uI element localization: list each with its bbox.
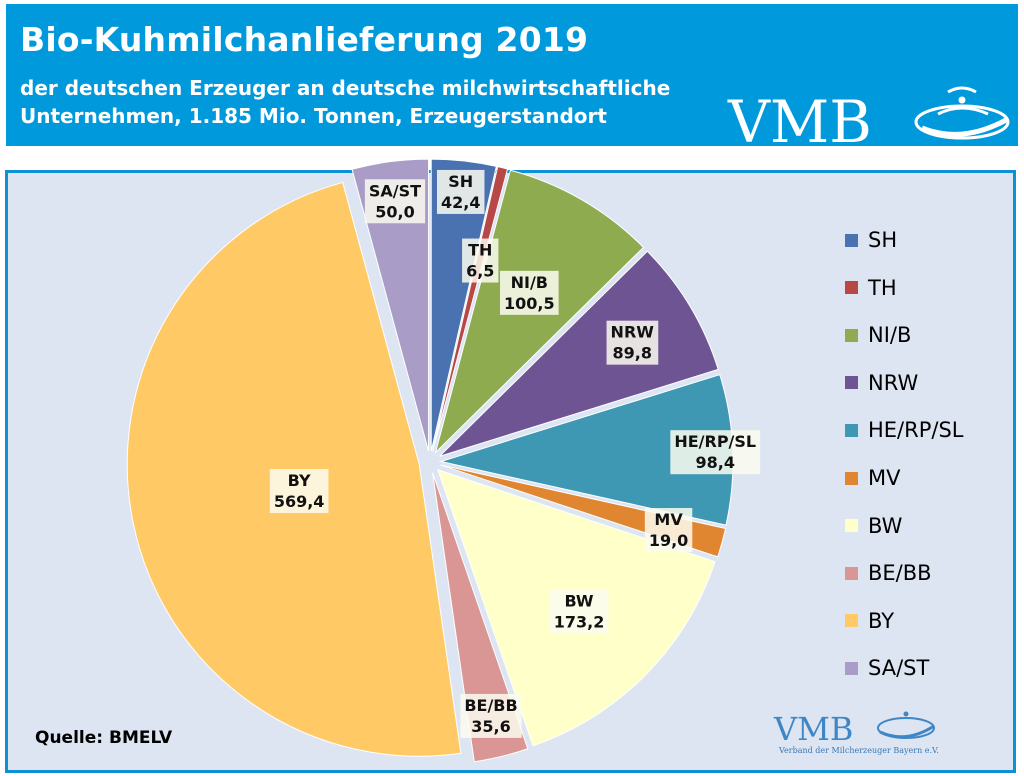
- data-label-name: HE/RP/SL: [674, 432, 756, 451]
- data-label-box: [606, 320, 659, 365]
- legend-item-sa-st: SA/ST: [845, 655, 929, 681]
- legend-swatch: [845, 233, 858, 247]
- legend-label: NI/B: [868, 323, 912, 348]
- data-label-sh: SH 42,4: [436, 169, 485, 214]
- legend-swatch: [845, 471, 858, 485]
- data-label-box: [462, 238, 499, 283]
- page-subtitle-line2: Unternehmen, 1.185 Mio. Tonnen, Erzeuger…: [20, 104, 607, 128]
- legend-item-bw: BW: [845, 513, 902, 539]
- pie-slice-sh: [430, 158, 497, 452]
- legend-label: HE/RP/SL: [868, 418, 964, 443]
- vmb-footer-logo-text: VMB: [773, 710, 853, 746]
- legend-swatch: [845, 519, 858, 533]
- data-label-value: 569,4: [274, 492, 325, 511]
- data-label-value: 42,4: [441, 193, 480, 212]
- legend-swatch: [845, 614, 858, 628]
- vmb-logo: VMB: [727, 86, 1010, 148]
- legend-swatch: [845, 661, 858, 675]
- legend-label: TH: [868, 275, 897, 300]
- data-label-value: 6,5: [466, 262, 494, 281]
- data-label-by: BY 569,4: [269, 469, 329, 514]
- legend-label: SH: [868, 228, 898, 252]
- legend-item-be-bb: BE/BB: [845, 560, 932, 586]
- data-label-value: 100,5: [504, 294, 555, 313]
- data-label-name: BE/BB: [464, 696, 517, 715]
- data-label-name: SA/ST: [369, 181, 421, 200]
- legend-swatch: [845, 566, 858, 580]
- data-label-name: NI/B: [511, 273, 548, 292]
- legend-item-mv: MV: [845, 465, 900, 491]
- data-label-mv: MV 19,0: [644, 508, 693, 553]
- data-label-he-rp-sl: HE/RP/SL 98,4: [670, 430, 761, 475]
- data-label-box: [644, 508, 693, 553]
- data-label-value: 19,0: [649, 531, 688, 550]
- legend-item-ni-b: NI/B: [845, 322, 911, 348]
- data-label-value: 89,8: [612, 344, 651, 363]
- legend-swatch: [845, 423, 858, 437]
- data-label-box: [436, 169, 485, 214]
- data-label-value: 98,4: [695, 453, 734, 472]
- source-note: Quelle: BMELV: [35, 728, 173, 748]
- legend-label: SA/ST: [868, 656, 930, 681]
- legend-label: BY: [868, 608, 895, 633]
- legend-label: BW: [868, 513, 903, 538]
- pie-slice-nrw: [439, 250, 719, 457]
- legend-label: BE/BB: [868, 561, 932, 586]
- data-label-box: [500, 270, 559, 315]
- vmb-footer-logo: VMB: [773, 710, 935, 746]
- pie-slice-th: [432, 166, 509, 452]
- legend-label: MV: [868, 466, 901, 490]
- data-label-value: 35,6: [471, 717, 510, 736]
- data-label-box: [670, 430, 761, 475]
- legend-item-th: TH: [845, 275, 897, 301]
- legend-item-by: BY: [845, 608, 894, 634]
- legend-item-nrw: NRW: [845, 370, 918, 396]
- vmb-logo-text: VMB: [727, 88, 872, 148]
- data-label-nrw: NRW 89,8: [606, 320, 659, 365]
- data-label-value: 173,2: [554, 612, 605, 631]
- legend-swatch: [845, 376, 858, 390]
- data-label-box: [549, 589, 609, 634]
- legend-label: NRW: [868, 370, 919, 395]
- pie-slice-be-bb: [432, 472, 529, 763]
- footer-logo-caption: Verband der Milcherzeuger Bayern e.V.: [779, 746, 939, 755]
- legend-item-he-rp-sl: HE/RP/SL: [845, 417, 964, 443]
- data-label-sa-st: SA/ST 50,0: [364, 179, 426, 224]
- data-label-box: [269, 469, 329, 514]
- data-label-be-bb: BE/BB 35,6: [460, 693, 522, 738]
- pie-slice-sa-st: [351, 158, 430, 452]
- data-label-box: [364, 179, 426, 224]
- data-label-name: BW: [565, 591, 594, 610]
- data-label-th: TH 6,5: [462, 238, 499, 283]
- swan-logo-icon: [914, 86, 1010, 140]
- page-subtitle-line1: der deutschen Erzeuger an deutsche milch…: [20, 76, 671, 100]
- swan-footer-icon: [877, 711, 935, 739]
- data-label-name: BY: [288, 471, 311, 490]
- data-label-name: SH: [448, 172, 473, 191]
- data-label-name: NRW: [611, 323, 655, 342]
- data-label-bw: BW 173,2: [549, 589, 609, 634]
- header-banner: Bio-Kuhmilchanlieferung 2019 der deutsch…: [6, 4, 1018, 148]
- data-label-ni-b: NI/B 100,5: [500, 270, 559, 315]
- page-title: Bio-Kuhmilchanlieferung 2019: [20, 20, 589, 59]
- legend-item-sh: SH: [845, 227, 897, 253]
- legend-swatch: [845, 281, 858, 295]
- data-label-name: TH: [468, 241, 492, 260]
- data-label-box: [460, 693, 522, 738]
- legend-swatch: [845, 328, 858, 342]
- data-label-name: MV: [654, 510, 683, 529]
- data-label-value: 50,0: [375, 202, 414, 221]
